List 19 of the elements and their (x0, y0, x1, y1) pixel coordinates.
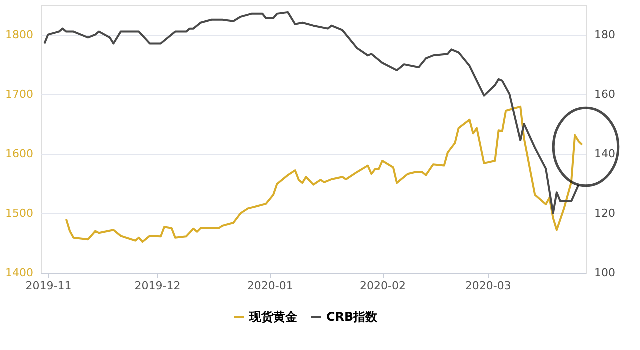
x-tick-label: 2020-03 (465, 280, 512, 292)
y-tick-label: 1700 (6, 88, 34, 101)
y-tick-label: 1400 (6, 266, 34, 280)
y-tick-label: 1800 (6, 28, 34, 42)
y2-tick-label: 120 (594, 206, 616, 220)
x-tick-label: 2020-01 (247, 280, 294, 292)
line-series (44, 11, 580, 214)
y2-tick-label: 180 (594, 28, 616, 42)
y2-tick-label: 100 (594, 266, 616, 280)
legend-label: CRB指数 (326, 310, 379, 324)
x-tick-label: 2020-02 (360, 280, 406, 292)
y2-tick-label: 160 (594, 88, 616, 101)
y2-tick-label: 140 (594, 147, 616, 160)
legend-label: 现货黄金 (248, 310, 298, 324)
x-tick-label: 2019-12 (134, 280, 181, 292)
y-tick-label: 1600 (6, 147, 34, 160)
y-tick-label: 1500 (6, 206, 34, 220)
x-tick-label: 2019-11 (26, 280, 72, 292)
line-series (65, 106, 584, 244)
